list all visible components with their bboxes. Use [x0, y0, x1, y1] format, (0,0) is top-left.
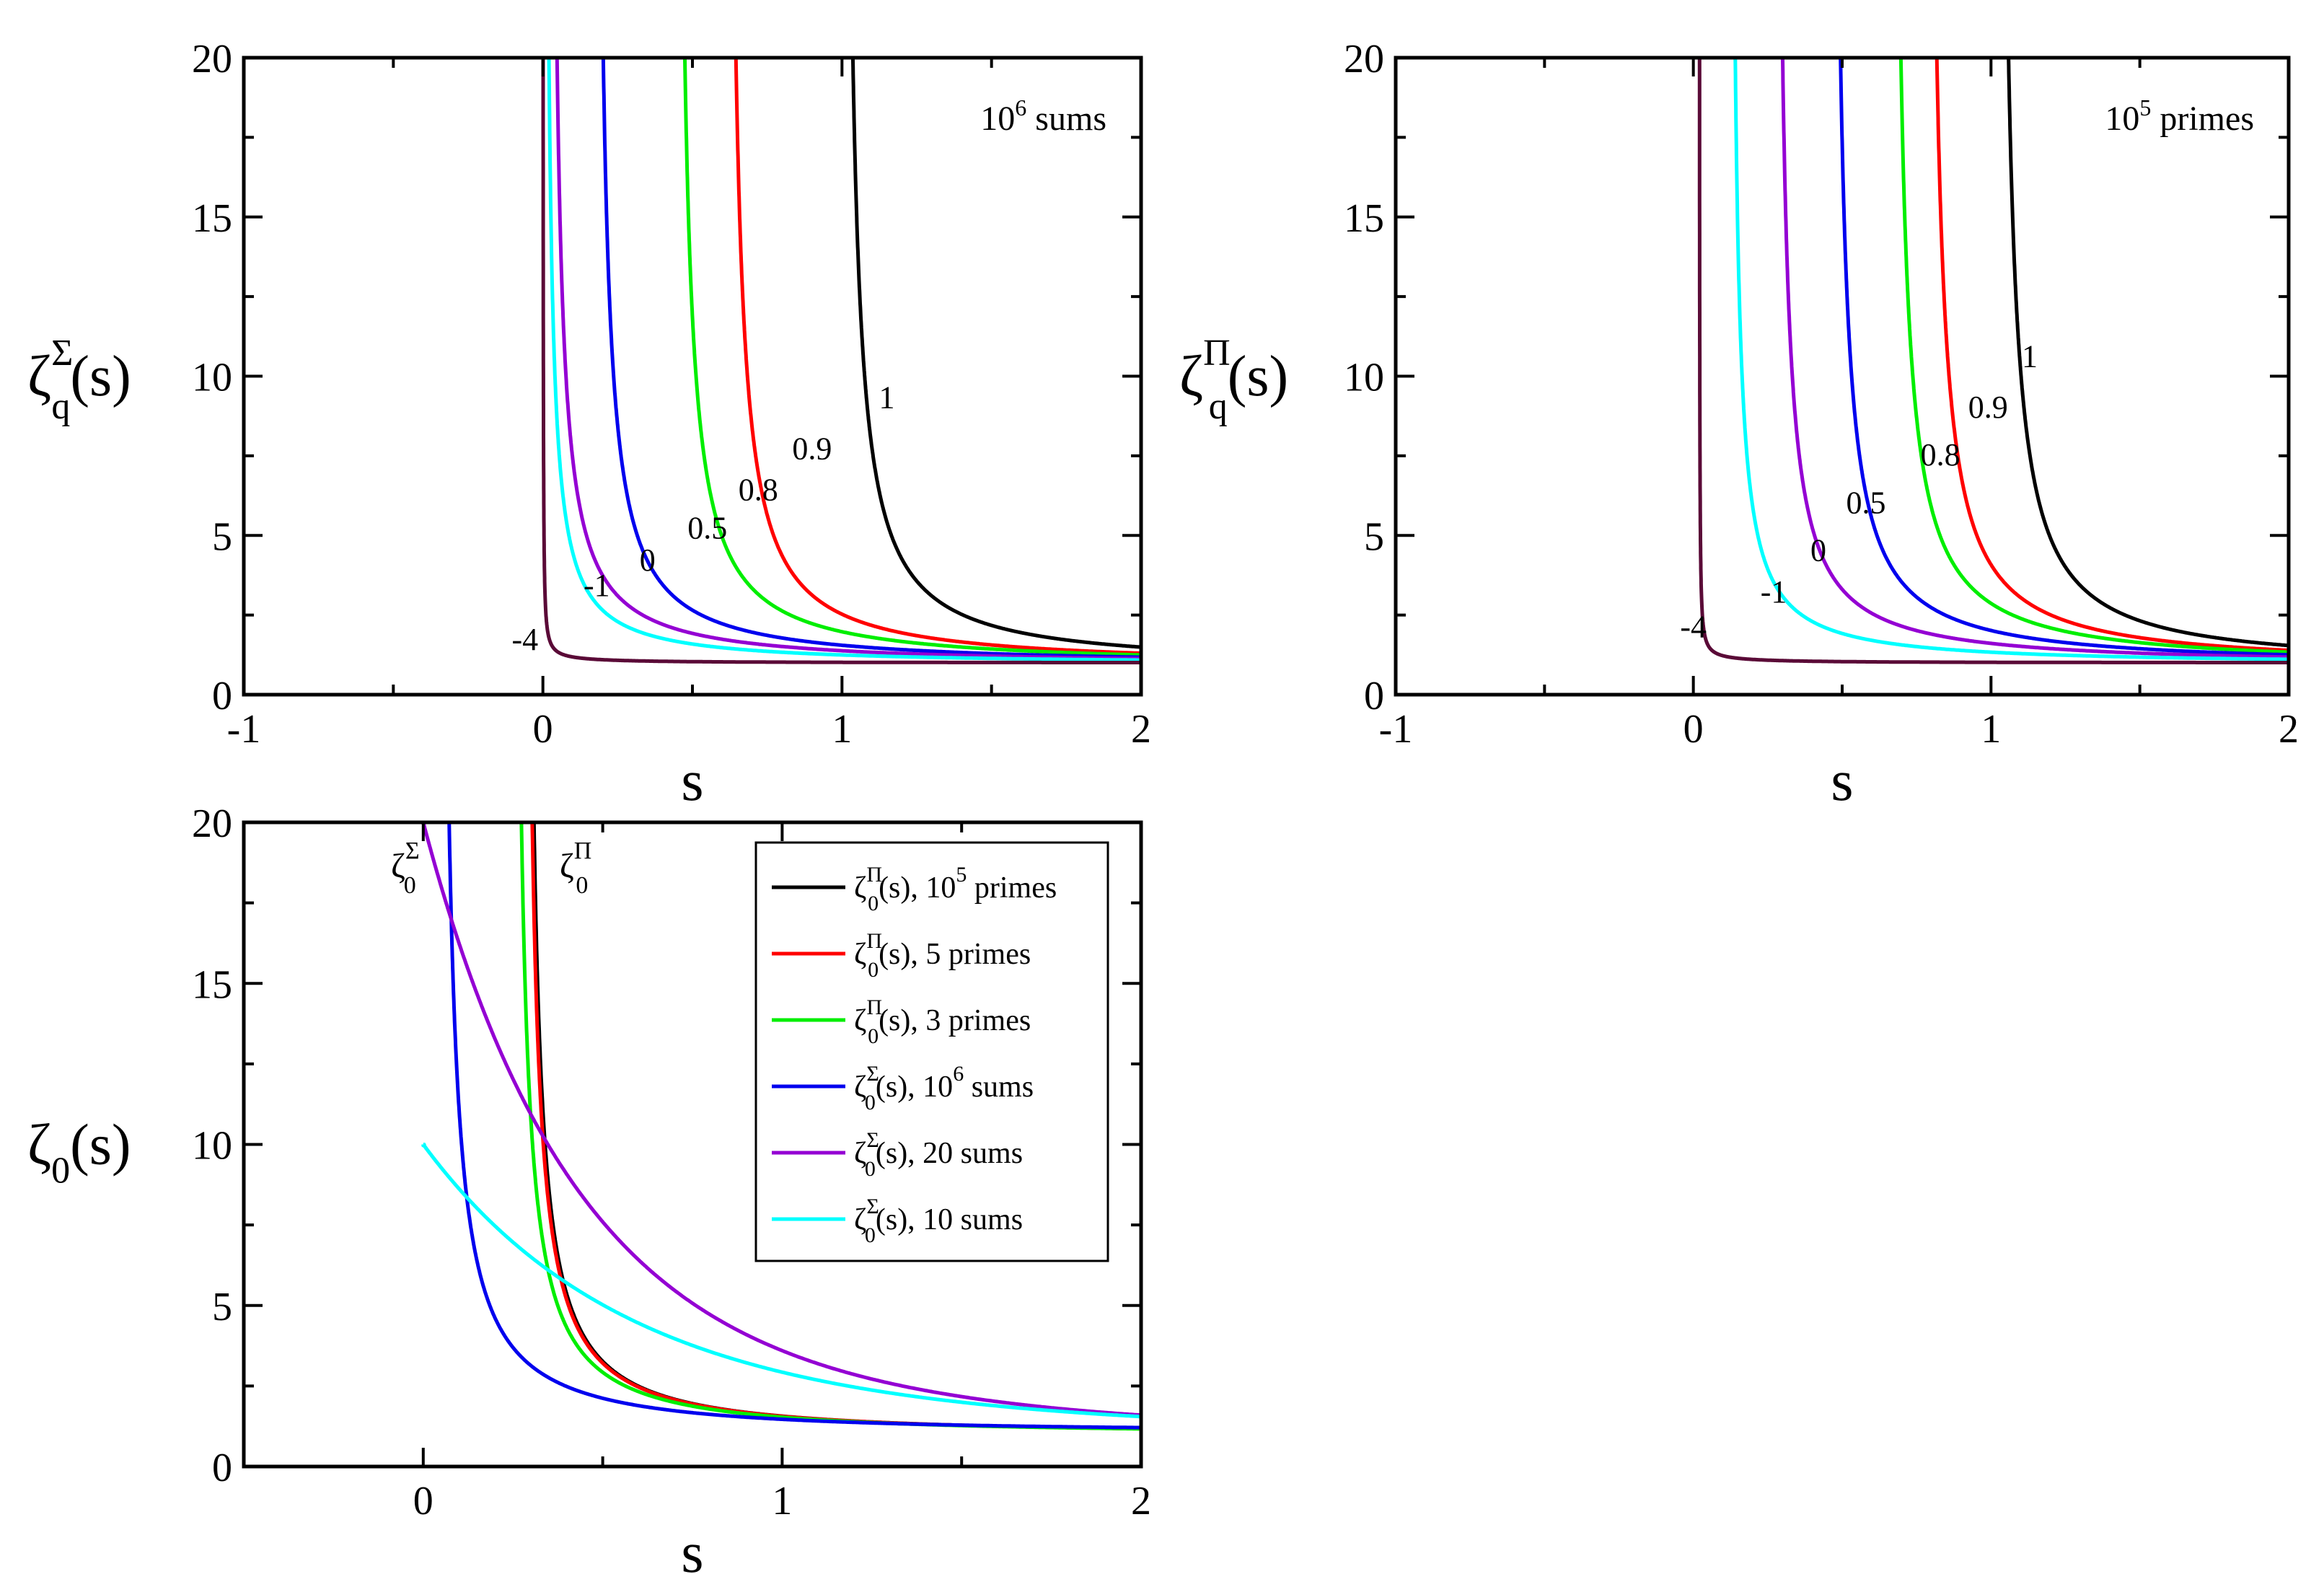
series-line-p2-2 — [1898, 58, 2289, 654]
y-tick-label: 20 — [1344, 37, 1384, 82]
series-line-p3-5 — [421, 1143, 1141, 1419]
series-group-p1 — [541, 58, 1141, 664]
series-line-p2-6 — [1697, 58, 2289, 664]
legend-entry: ζΠ 0(s), 105 primes — [854, 863, 1057, 915]
curve-label: 0.8 — [739, 472, 778, 508]
series-line-p1-3 — [601, 58, 1141, 659]
curve-label: 0.5 — [687, 511, 727, 546]
x-tick-label: 1 — [772, 1479, 792, 1524]
curve-label: -1 — [1761, 574, 1787, 610]
x-tick-label: 2 — [1131, 1479, 1151, 1524]
x-tick-label: 0 — [533, 707, 553, 752]
series-line-p2-3 — [1839, 58, 2289, 657]
inline-zeta-label: ζΣ 0 — [391, 837, 420, 899]
y-tick-label: 5 — [212, 514, 232, 559]
legend-entry: ζΣ 0(s), 10 sums — [854, 1195, 1023, 1247]
curve-label: 0 — [640, 542, 656, 578]
curve-label: -4 — [1680, 610, 1707, 645]
series-line-p3-4 — [421, 822, 1141, 1417]
x-tick-label: -1 — [1379, 707, 1413, 752]
curve-label: 0 — [1810, 533, 1826, 568]
series-line-p2-4 — [1780, 58, 2289, 659]
x-tick-label: -1 — [227, 707, 261, 752]
y-tick-label: 15 — [192, 962, 232, 1007]
x-tick-label: 1 — [1981, 707, 2001, 752]
y-tick-label: 10 — [1344, 356, 1384, 400]
y-axis-label: ζΠ q(s) — [1179, 333, 1288, 427]
y-tick-label: 15 — [1344, 196, 1384, 241]
curve-label: 0.8 — [1921, 437, 1960, 472]
curve-label: -4 — [511, 622, 538, 657]
x-axis-label: s — [1831, 749, 1853, 813]
y-tick-label: 0 — [1364, 674, 1384, 718]
series-line-p1-6 — [541, 58, 1141, 664]
legend-entry: ζΠ 0(s), 5 primes — [854, 929, 1031, 982]
y-tick-label: 0 — [212, 674, 232, 718]
series-line-p1-5 — [547, 58, 1141, 662]
series-line-p1-0 — [850, 58, 1141, 649]
y-tick-label: 15 — [192, 196, 232, 241]
legend-entry: ζΣ 0(s), 20 sums — [854, 1128, 1023, 1181]
series-group-p3 — [421, 822, 1141, 1431]
y-tick-label: 0 — [212, 1446, 232, 1490]
series-line-p1-2 — [682, 58, 1141, 657]
series-group-p2 — [1697, 58, 2289, 664]
legend-entry: ζΣ 0(s), 106 sums — [854, 1062, 1034, 1114]
x-tick-label: 2 — [1131, 707, 1151, 752]
y-axis-label: ζ0(s) — [27, 1113, 131, 1191]
curve-label: 0.9 — [792, 431, 832, 466]
x-axis-label: s — [681, 749, 703, 813]
y-tick-label: 5 — [1364, 514, 1384, 559]
y-tick-label: 20 — [192, 37, 232, 82]
count-annotation: 106 sums — [980, 94, 1106, 138]
x-tick-label: 2 — [2279, 707, 2299, 752]
y-tick-label: 10 — [192, 1124, 232, 1169]
series-line-p1-4 — [555, 58, 1141, 661]
series-line-p3-3 — [447, 822, 1141, 1430]
x-tick-label: 0 — [413, 1479, 433, 1524]
legend: ζΠ 0(s), 105 primes ζΠ 0(s), 5 primes ζΠ 0(s)… — [754, 841, 1109, 1262]
x-axis-label: s — [681, 1521, 703, 1574]
legend-entry: ζΠ 0(s), 3 primes — [854, 995, 1031, 1048]
x-tick-label: 0 — [1683, 707, 1704, 752]
series-line-p2-1 — [1935, 58, 2289, 653]
inline-zeta-label: ζΠ 0 — [560, 837, 591, 899]
y-axis-label: ζΣ q(s) — [27, 333, 131, 427]
y-tick-label: 5 — [212, 1285, 232, 1329]
series-line-p2-0 — [2007, 58, 2289, 648]
curve-label: 0.5 — [1847, 485, 1886, 520]
x-tick-label: 1 — [832, 707, 852, 752]
count-annotation: 105 primes — [2105, 94, 2254, 138]
curve-label: -1 — [584, 568, 610, 603]
y-tick-label: 10 — [192, 356, 232, 400]
legend-box — [754, 841, 1109, 1262]
curve-label: 0.9 — [1968, 390, 2008, 425]
curve-label: 1 — [879, 380, 895, 416]
curve-label: 1 — [2022, 338, 2038, 374]
y-tick-label: 20 — [192, 801, 232, 846]
series-line-p2-5 — [1733, 58, 2289, 661]
series-line-p1-1 — [734, 58, 1141, 655]
